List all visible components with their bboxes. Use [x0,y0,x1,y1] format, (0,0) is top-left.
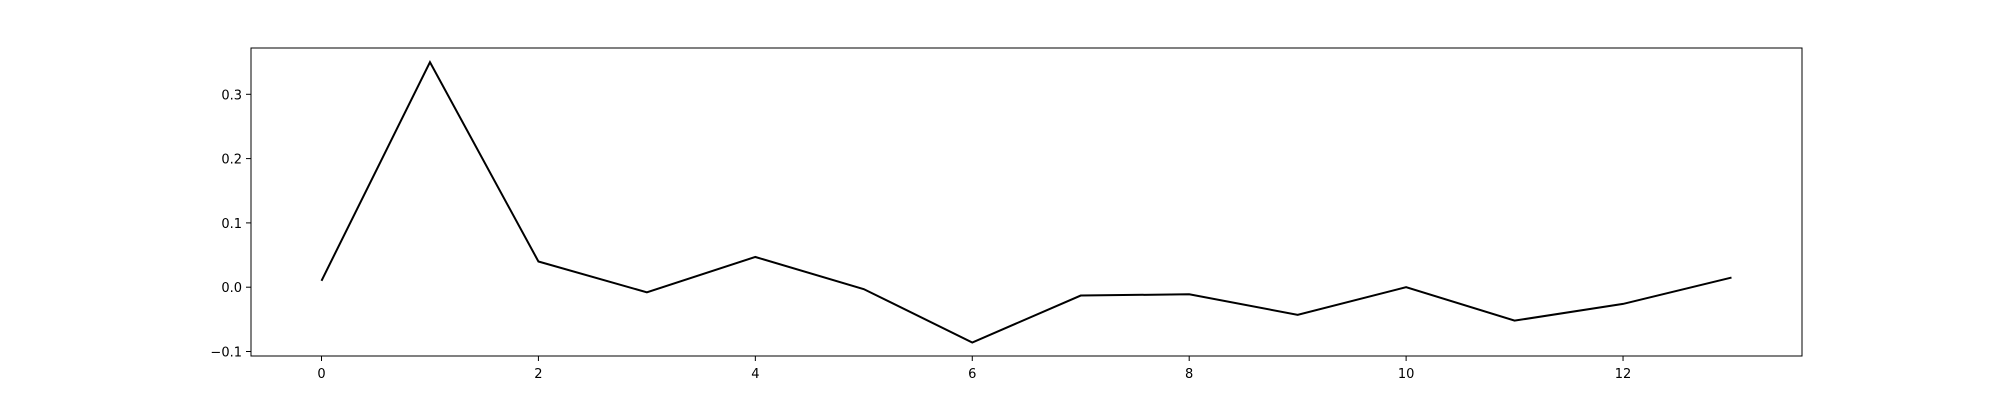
axes-frame [250,47,1803,357]
y-tick-label: 0.0 [221,281,242,296]
x-tick-label: 4 [751,367,759,382]
x-tick-label: 0 [317,367,325,382]
x-axis-ticks: 0 2 4 6 8 10 12 [317,356,1631,382]
y-tick-label: 0.3 [221,88,242,103]
y-tick-label: −0.1 [210,345,242,360]
x-tick-label: 12 [1615,367,1632,382]
y-tick-label: 0.2 [221,153,242,168]
x-tick-label: 10 [1398,367,1415,382]
x-tick-label: 6 [968,367,976,382]
series-line-0 [320,59,1732,344]
x-tick-label: 2 [534,367,542,382]
x-tick-label: 8 [1185,367,1193,382]
y-tick-label: 0.1 [221,217,242,232]
y-axis-ticks: −0.1 0.0 0.1 0.2 0.3 [210,88,251,360]
plot-area [320,59,1732,344]
